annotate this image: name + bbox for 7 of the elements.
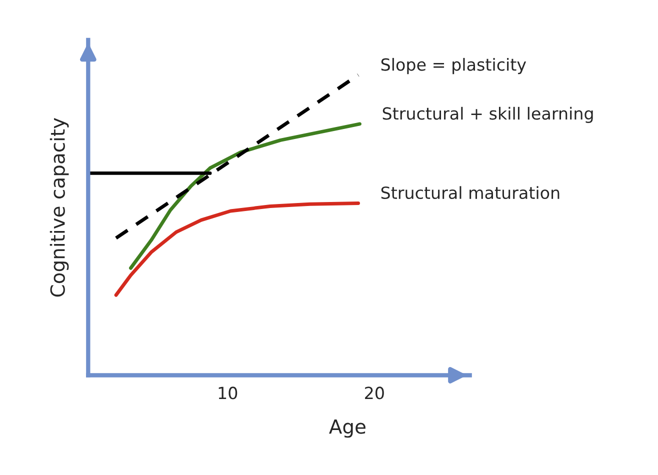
series-label: Structural + skill learning <box>382 106 593 124</box>
x-axis-title: Age <box>329 419 366 438</box>
series-label: Structural maturation <box>381 186 560 200</box>
x-tick-label: 20 <box>365 386 384 400</box>
x-tick-label: 10 <box>218 386 238 400</box>
y-axis-title: Cognitive capacity <box>50 118 69 297</box>
series-label: Slope = plasticity <box>381 58 526 74</box>
